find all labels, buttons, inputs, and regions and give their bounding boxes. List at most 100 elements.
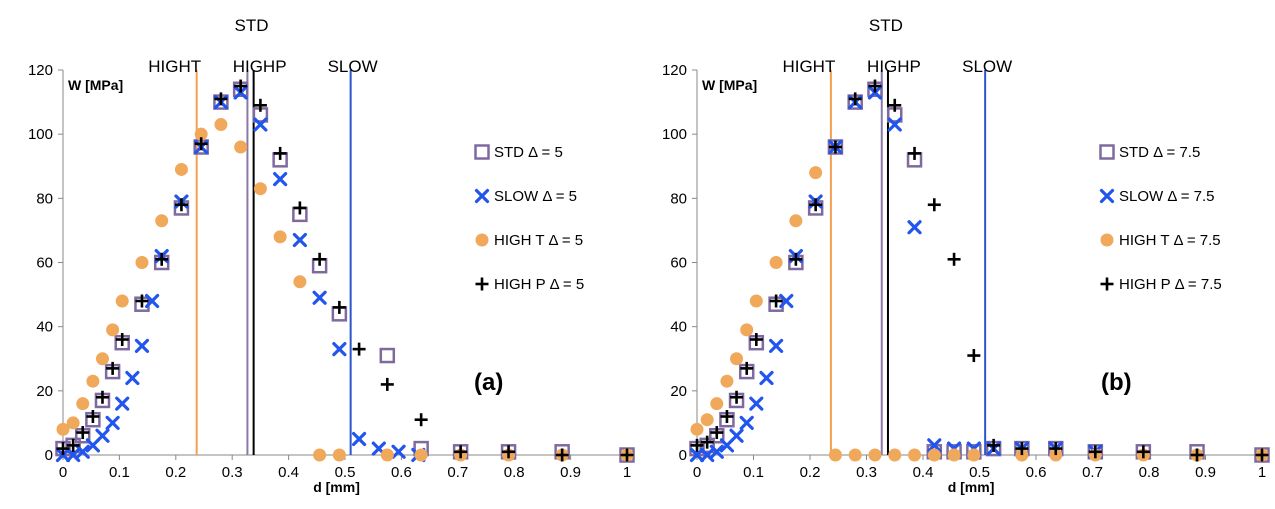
data-point — [273, 171, 288, 187]
y-tick-label: 80 — [36, 190, 53, 207]
legend-entry: HIGH P Δ = 5 — [494, 276, 584, 293]
legend-marker — [1100, 233, 1114, 247]
data-point — [273, 230, 287, 244]
data-point — [66, 438, 80, 452]
legend-entry: HIGH T Δ = 5 — [494, 232, 583, 249]
data-point — [730, 352, 744, 366]
data-point — [749, 396, 764, 411]
y-tick-label: 40 — [36, 319, 53, 336]
data-point — [56, 422, 70, 436]
data-point — [352, 342, 366, 356]
data-point — [234, 140, 248, 154]
data-point — [253, 98, 267, 112]
x-tick-label: 0 — [59, 464, 67, 481]
data-point — [454, 445, 468, 459]
data-point — [115, 294, 129, 308]
y-tick-label: 120 — [662, 62, 687, 79]
series-1 — [689, 85, 1103, 463]
data-point — [848, 448, 862, 462]
vline-label-highp: HIGHP — [233, 57, 287, 76]
data-point — [987, 438, 1001, 452]
y-tick-label: 0 — [679, 447, 687, 464]
series-3 — [690, 79, 1269, 462]
data-point — [868, 79, 882, 93]
legend-entry: HIGH P Δ = 7.5 — [1119, 276, 1222, 293]
data-point — [214, 118, 228, 132]
series-2 — [690, 166, 1269, 462]
legend-marker — [474, 188, 490, 204]
data-point — [379, 347, 396, 364]
data-point — [1255, 448, 1269, 462]
panel-a: 0 20 40 60 80 100 120 0 0.1 0.2 0.3 0.4 0.5 0.6 0.7 0.8… — [28, 16, 635, 495]
y-tick-label: 20 — [670, 383, 687, 400]
data-point — [789, 214, 803, 228]
x-tick-label: 0.9 — [560, 464, 581, 481]
data-point — [720, 374, 734, 388]
data-point — [769, 256, 783, 269]
x-tick-label: 0.2 — [165, 464, 186, 481]
data-point — [155, 252, 169, 266]
data-point — [86, 410, 100, 423]
y-tick-label: 120 — [28, 62, 53, 79]
data-point — [759, 370, 774, 386]
data-point — [769, 294, 783, 308]
data-point — [194, 137, 208, 151]
data-point — [710, 397, 724, 411]
data-point — [95, 390, 109, 404]
data-point — [730, 390, 744, 404]
data-point — [768, 338, 784, 354]
legend-marker — [475, 233, 489, 247]
x-tick-label: 0.4 — [913, 464, 934, 481]
x-tick-label: 1 — [1258, 464, 1266, 481]
data-point — [690, 422, 704, 436]
legend-marker — [1099, 188, 1115, 204]
data-point — [749, 294, 763, 308]
data-point — [106, 361, 120, 375]
data-point — [352, 431, 367, 447]
data-point — [710, 426, 724, 440]
data-point — [700, 435, 714, 449]
data-point — [888, 448, 902, 462]
x-tick-label: 0.5 — [969, 464, 990, 481]
data-point — [927, 198, 941, 212]
data-point — [749, 333, 763, 346]
data-point — [1049, 442, 1063, 456]
data-point — [739, 415, 754, 431]
data-point — [779, 293, 794, 309]
data-point — [174, 162, 188, 176]
data-point — [313, 448, 327, 462]
legend-marker — [475, 277, 489, 291]
legend-marker — [1100, 277, 1114, 291]
data-point — [414, 448, 428, 462]
data-point — [740, 361, 754, 375]
y-axis-label: W [MPa] — [702, 77, 757, 93]
data-point — [740, 323, 754, 337]
x-tick-label: 0.1 — [109, 464, 130, 481]
data-point — [56, 442, 70, 456]
data-point — [134, 338, 150, 354]
data-point — [292, 232, 307, 248]
vline-label-std: STD — [235, 16, 269, 35]
x-tick-label: 0 — [693, 464, 701, 481]
y-tick-label: 20 — [36, 383, 53, 400]
x-tick-label: 0.5 — [335, 464, 356, 481]
legend-entry: HIGH T Δ = 7.5 — [1119, 232, 1221, 249]
data-point — [380, 448, 394, 462]
data-point — [332, 448, 346, 462]
data-point — [868, 448, 882, 462]
data-point — [907, 220, 922, 235]
data-point — [115, 333, 129, 346]
legend-entry: STD Δ = 7.5 — [1119, 144, 1200, 161]
legend-entry: SLOW Δ = 7.5 — [1119, 188, 1214, 205]
data-point — [1190, 448, 1204, 462]
data-point — [700, 413, 714, 427]
y-axis-label: W [MPa] — [68, 77, 123, 93]
data-point — [1015, 442, 1029, 456]
data-point — [502, 445, 516, 459]
data-point — [312, 290, 327, 305]
x-axis-label: d [mm] — [948, 479, 995, 495]
data-point — [1088, 445, 1102, 459]
panel-label: (a) — [474, 369, 503, 396]
data-point — [332, 300, 346, 314]
vline-label-hight: HIGHT — [782, 57, 835, 76]
